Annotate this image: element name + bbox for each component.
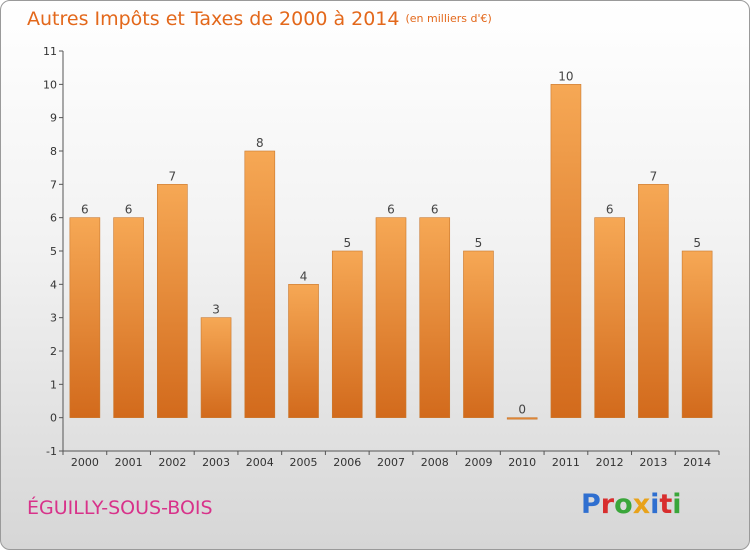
y-tick-label: -1 [46,445,57,458]
x-tick-label: 2009 [464,456,492,469]
x-tick-label: 2000 [71,456,99,469]
x-tick-label: 2002 [158,456,186,469]
y-tick-label: 11 [43,45,57,58]
proxiti-logo: Proxiti [581,489,682,520]
bar-2014 [681,250,713,418]
logo-letter: x [632,489,651,520]
x-tick-label: 2014 [683,456,711,469]
chart-unit: (en milliers d'€) [405,12,492,25]
bar-2012 [594,217,625,418]
logo-letter: o [614,489,633,520]
bar-2013 [638,184,669,418]
bar-value-label: 6 [606,203,614,217]
x-tick-label: 2005 [290,456,318,469]
bar-value-label: 8 [256,136,264,150]
bar-value-label: 7 [169,169,177,183]
x-tick-label: 2006 [333,456,361,469]
bar-value-label: 4 [300,269,308,283]
bar-2001 [113,217,144,418]
bar-value-label: 5 [475,236,483,250]
town-name: ÉGUILLY-SOUS-BOIS [27,497,213,519]
x-tick-label: 2010 [508,456,536,469]
bar-2009 [463,250,494,418]
y-tick-label: 2 [50,345,57,358]
chart-title: Autres Impôts et Taxes de 2000 à 2014 (en… [27,8,492,30]
bar-value-label: 6 [81,203,89,217]
y-tick-label: 10 [43,78,57,91]
y-tick-label: 3 [50,312,57,325]
bar-2005 [288,284,319,418]
x-tick-label: 2007 [377,456,405,469]
y-tick-label: 7 [50,178,57,191]
bar-2006 [331,250,363,418]
logo-letter: i [672,489,682,520]
y-tick-label: 5 [50,245,57,258]
bar-2000 [69,217,101,418]
bar-2011 [550,84,582,418]
y-tick-label: 0 [50,412,57,425]
bar-2004 [244,150,276,418]
logo-letter: i [650,489,660,520]
x-tick-label: 2004 [246,456,274,469]
bar-2002 [157,184,188,418]
bar-2010 [506,417,538,420]
y-tick-label: 6 [50,212,57,225]
x-tick-label: 2008 [421,456,449,469]
bar-value-label: 6 [125,203,133,217]
x-tick-label: 2013 [639,456,667,469]
x-tick-label: 2012 [596,456,624,469]
logo-letter: P [581,489,601,520]
x-tick-label: 2001 [115,456,143,469]
y-tick-label: 9 [50,112,57,125]
y-tick-label: 8 [50,145,57,158]
logo-letter: t [659,489,673,520]
x-tick-label: 2003 [202,456,230,469]
bar-value-label: 10 [558,69,573,83]
bar-value-label: 5 [693,236,701,250]
x-tick-label: 2011 [552,456,580,469]
bar-value-label: 3 [212,303,220,317]
logo-letter: r [600,489,615,520]
bar-value-label: 0 [518,403,526,417]
y-tick-label: 4 [50,278,57,291]
bar-2008 [419,217,451,418]
bar-value-label: 6 [431,203,439,217]
bar-value-label: 7 [650,169,658,183]
bar-value-label: 6 [387,203,395,217]
bar-value-label: 5 [343,236,351,250]
chart-title-text: Autres Impôts et Taxes de 2000 à 2014 [27,8,400,30]
bar-2007 [375,217,407,418]
y-tick-label: 1 [50,378,57,391]
bar-2003 [200,317,232,418]
